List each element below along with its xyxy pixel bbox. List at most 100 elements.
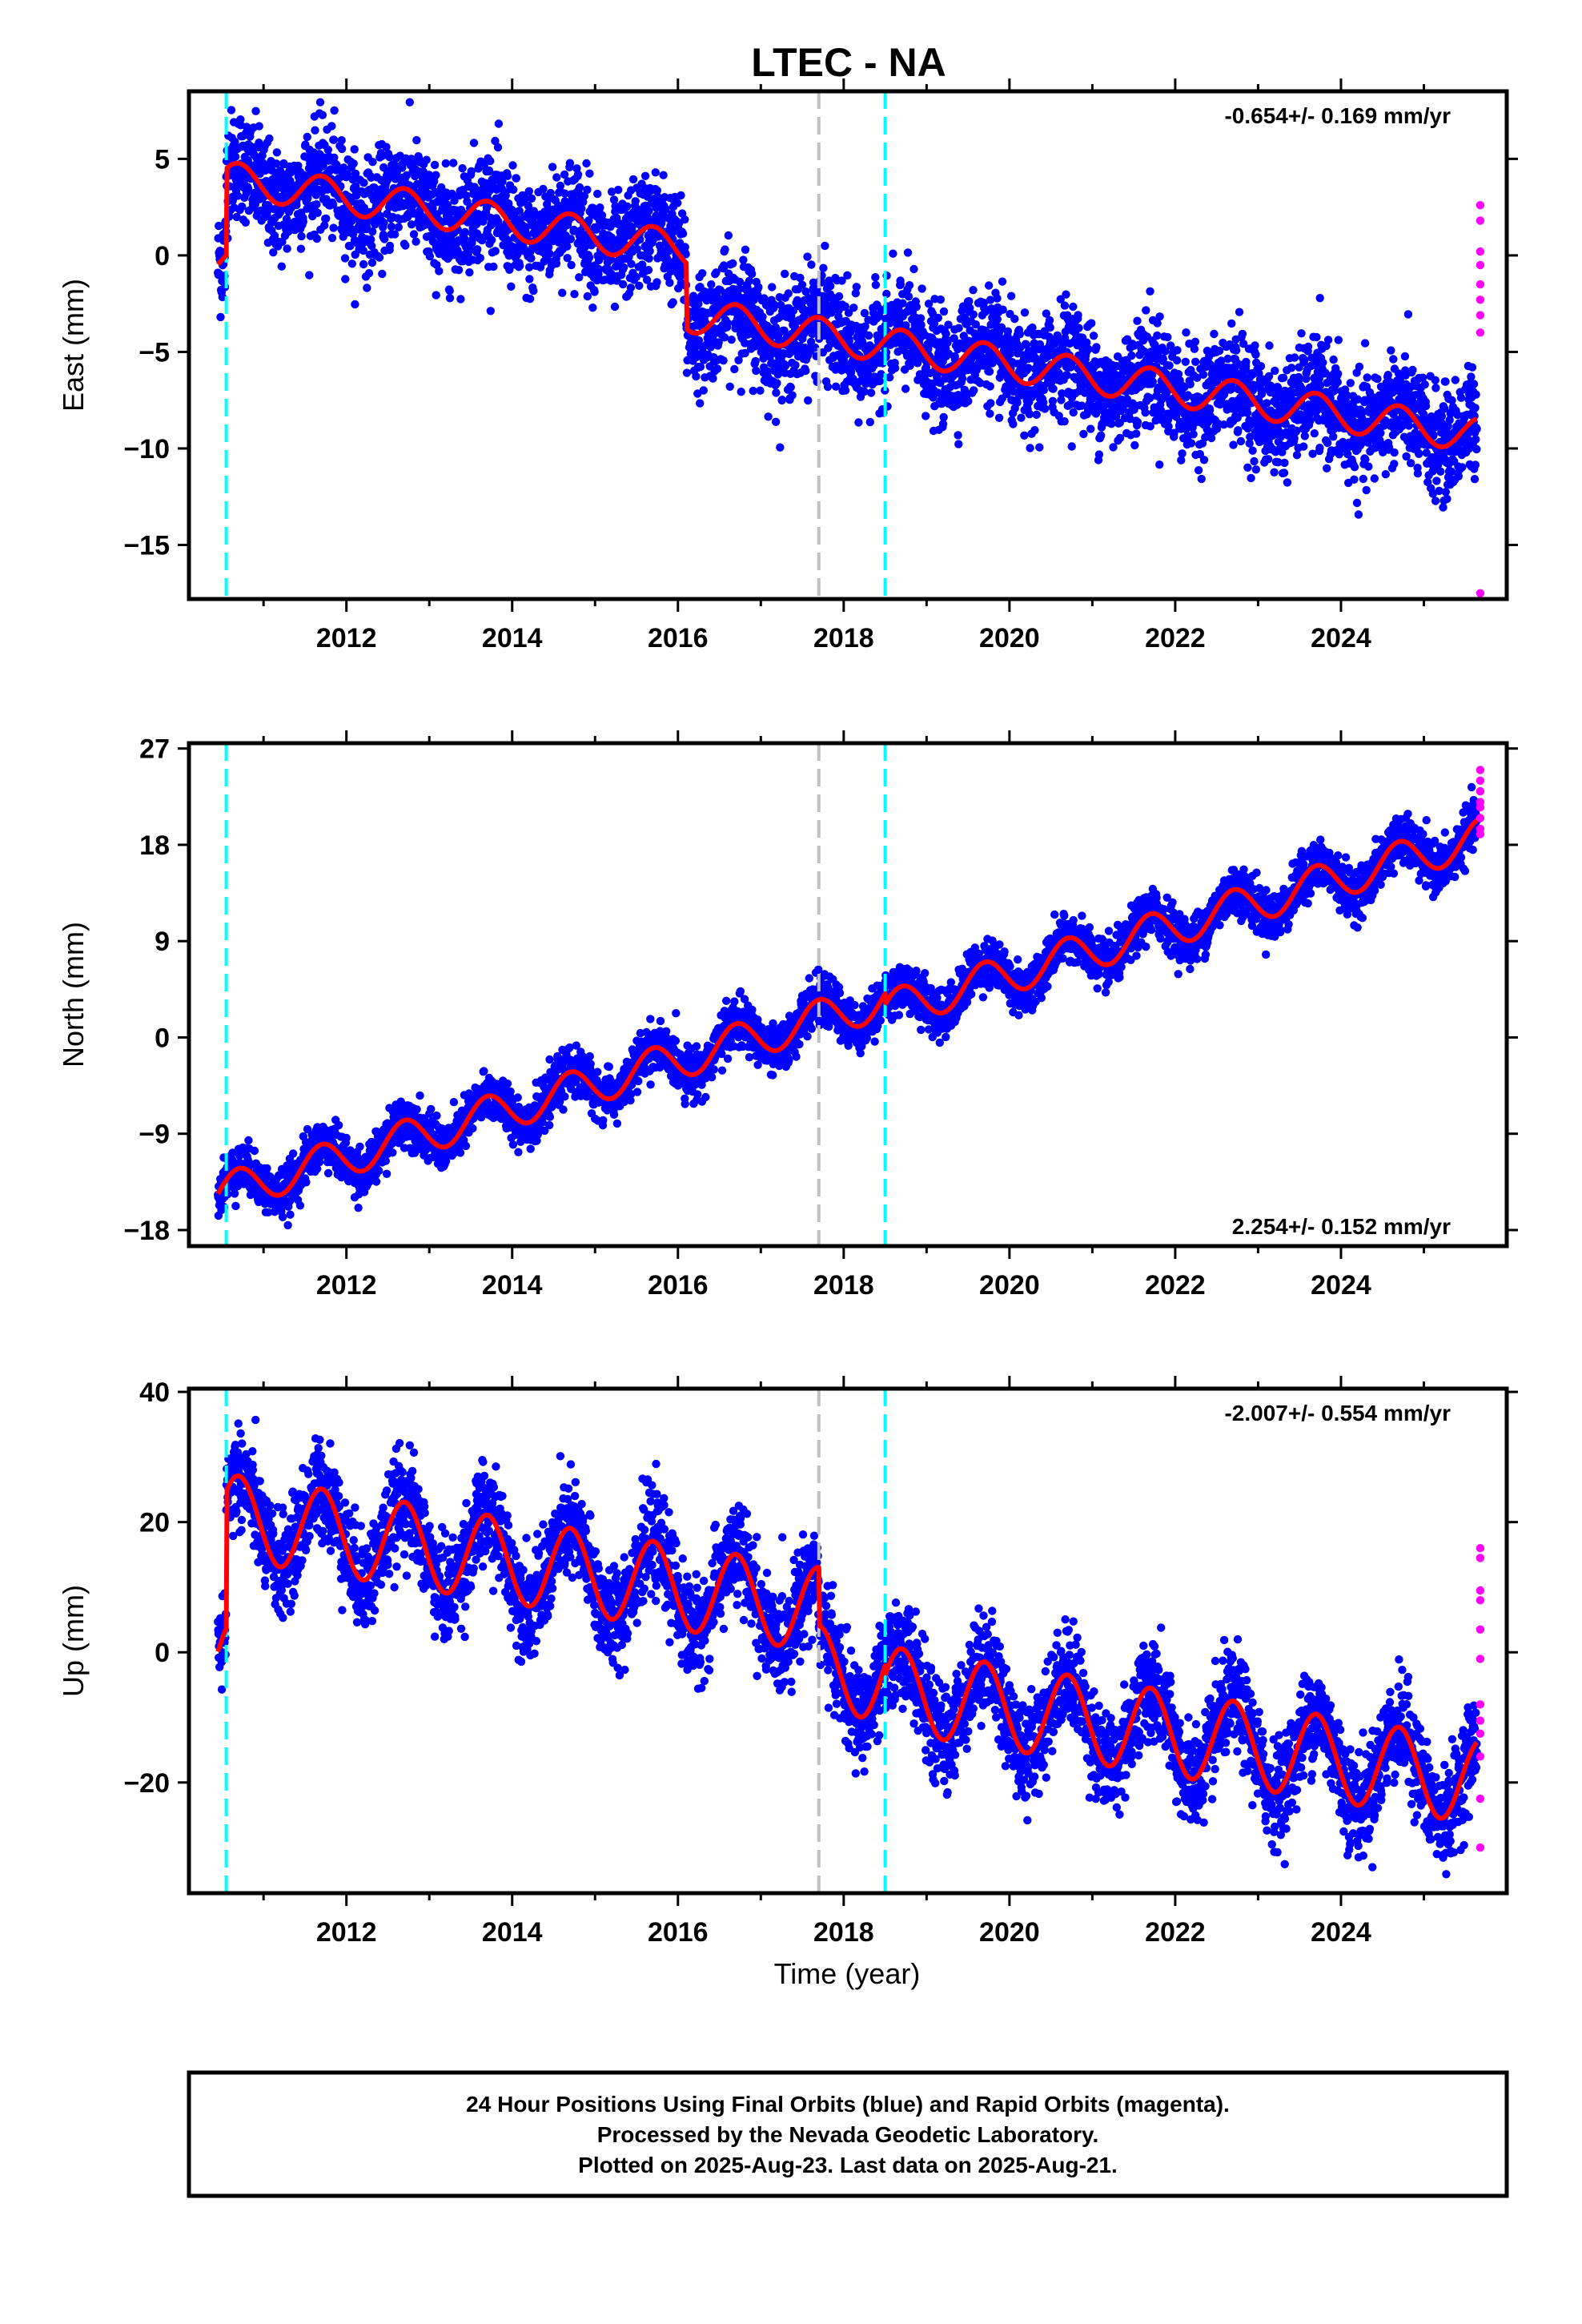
data-point bbox=[351, 300, 359, 309]
data-point bbox=[831, 382, 841, 391]
data-point bbox=[781, 361, 790, 370]
data-point bbox=[387, 222, 396, 231]
data-point bbox=[682, 368, 692, 377]
data-point bbox=[1264, 372, 1274, 380]
data-point bbox=[1170, 428, 1178, 437]
data-point bbox=[737, 388, 745, 396]
data-point bbox=[823, 382, 833, 392]
data-point bbox=[1092, 343, 1101, 352]
data-point bbox=[912, 303, 921, 312]
data-point bbox=[905, 281, 914, 290]
data-point bbox=[1165, 361, 1174, 370]
data-point bbox=[503, 171, 512, 180]
data-point bbox=[719, 356, 728, 365]
data-point bbox=[347, 259, 356, 268]
data-point bbox=[363, 283, 371, 292]
data-point bbox=[432, 291, 440, 300]
data-point bbox=[1257, 389, 1267, 399]
data-point bbox=[450, 196, 459, 205]
data-point bbox=[930, 320, 939, 328]
data-point bbox=[243, 184, 253, 193]
data-point bbox=[1248, 446, 1257, 455]
data-point bbox=[1472, 444, 1481, 454]
data-point bbox=[632, 244, 641, 254]
data-point bbox=[1235, 308, 1244, 316]
data-point bbox=[964, 396, 973, 406]
data-point bbox=[741, 245, 750, 254]
data-point bbox=[1127, 351, 1136, 360]
data-point bbox=[432, 171, 440, 179]
data-point bbox=[1086, 424, 1095, 433]
x-tick-label: 2020 bbox=[979, 623, 1040, 653]
rapid-data-point bbox=[1476, 216, 1485, 225]
data-point bbox=[944, 320, 953, 329]
data-point bbox=[521, 223, 530, 231]
data-point bbox=[942, 329, 950, 339]
data-point bbox=[1451, 376, 1460, 384]
data-point bbox=[1017, 413, 1026, 422]
data-point bbox=[467, 167, 476, 176]
data-point bbox=[286, 176, 295, 185]
data-point bbox=[1155, 312, 1164, 321]
data-point bbox=[1146, 422, 1155, 431]
data-point bbox=[560, 189, 569, 198]
data-point bbox=[966, 304, 974, 312]
data-point bbox=[1383, 371, 1393, 380]
data-point bbox=[1471, 460, 1480, 469]
data-point bbox=[926, 368, 934, 377]
data-point bbox=[508, 161, 517, 170]
data-point bbox=[1207, 433, 1216, 443]
data-point bbox=[1062, 290, 1070, 299]
data-point bbox=[327, 234, 337, 243]
data-point bbox=[546, 188, 555, 198]
data-point bbox=[938, 420, 948, 428]
data-point bbox=[807, 260, 816, 269]
data-point bbox=[754, 283, 763, 292]
data-point bbox=[971, 320, 981, 329]
data-point bbox=[659, 171, 668, 179]
y-tick-label: −5 bbox=[139, 337, 170, 368]
data-point bbox=[1352, 498, 1362, 508]
data-point bbox=[1097, 431, 1106, 440]
data-point bbox=[1193, 373, 1202, 382]
data-point bbox=[1155, 460, 1164, 469]
data-point bbox=[1323, 336, 1333, 344]
data-point bbox=[401, 241, 410, 250]
data-point bbox=[1153, 331, 1162, 340]
data-point bbox=[1153, 319, 1162, 328]
data-point bbox=[231, 1201, 240, 1211]
data-point bbox=[297, 231, 306, 241]
data-point bbox=[673, 199, 682, 207]
data-point bbox=[735, 284, 744, 293]
data-point bbox=[509, 185, 518, 194]
data-point bbox=[725, 382, 734, 391]
data-point bbox=[652, 278, 661, 287]
data-point bbox=[445, 286, 454, 296]
data-point bbox=[854, 418, 863, 427]
data-point bbox=[747, 270, 757, 279]
data-point bbox=[864, 331, 873, 340]
data-point bbox=[359, 246, 367, 255]
data-point bbox=[826, 282, 835, 291]
data-point bbox=[378, 269, 387, 279]
data-point bbox=[741, 348, 749, 358]
data-point bbox=[1346, 379, 1355, 388]
data-point bbox=[958, 374, 967, 383]
data-point bbox=[1060, 301, 1070, 310]
plot-area bbox=[214, 743, 1485, 1246]
data-point bbox=[1024, 364, 1033, 372]
data-point bbox=[565, 159, 575, 167]
data-point bbox=[841, 302, 850, 311]
x-tick-label: 2018 bbox=[813, 623, 874, 653]
rapid-data-point bbox=[1476, 260, 1485, 270]
data-point bbox=[1431, 384, 1440, 392]
data-point bbox=[1049, 384, 1058, 393]
data-point bbox=[1472, 390, 1480, 399]
data-point bbox=[1458, 463, 1467, 472]
data-point bbox=[1079, 429, 1088, 439]
data-point bbox=[764, 412, 773, 421]
data-point bbox=[1069, 408, 1078, 417]
data-point bbox=[771, 417, 781, 426]
data-point bbox=[1251, 465, 1261, 474]
data-point bbox=[1147, 370, 1157, 380]
